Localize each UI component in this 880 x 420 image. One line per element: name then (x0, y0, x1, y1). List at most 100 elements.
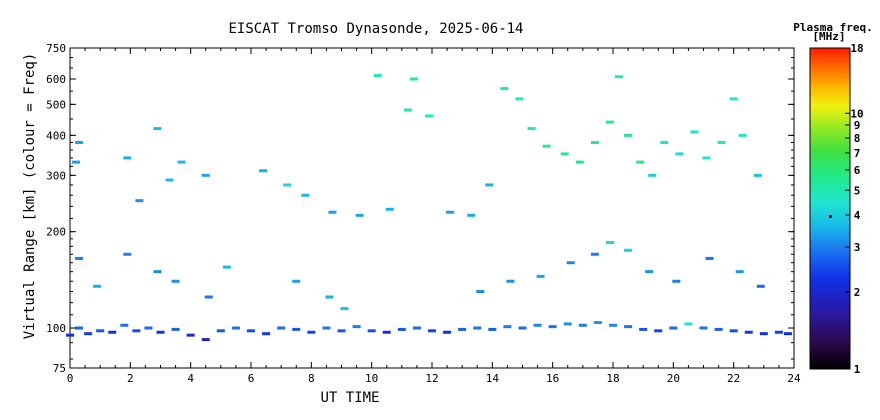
y-tick-label: 300 (46, 169, 66, 182)
y-tick-label: 75 (53, 362, 66, 375)
plot-frame (69, 47, 795, 369)
data-point (93, 284, 102, 288)
data-point (123, 156, 132, 160)
colorbar-tick-label: 2 (854, 286, 861, 299)
y-axis: 75 100 200 300 400 500 600 750 (46, 42, 794, 375)
data-point (428, 329, 436, 333)
data-point (518, 326, 527, 330)
data-point (527, 127, 536, 131)
data-point (467, 213, 476, 217)
data-point (144, 326, 153, 330)
y-tick-label: 750 (46, 42, 66, 55)
data-point (639, 327, 648, 331)
x-tick-label: 6 (248, 372, 255, 385)
data-point (424, 114, 433, 118)
data-point (153, 127, 162, 131)
data-point (783, 332, 792, 336)
data-point (446, 210, 455, 214)
data-point (714, 327, 723, 331)
data-point (292, 327, 301, 331)
data-point (753, 173, 762, 177)
colorbar-tick-label: 4 (854, 209, 861, 222)
data-point (177, 160, 186, 164)
data-point (563, 322, 572, 326)
data-point (648, 173, 657, 177)
data-point (624, 325, 633, 329)
data-point (735, 270, 744, 274)
colorbar (809, 47, 851, 370)
data-point (120, 323, 129, 327)
data-point (476, 290, 485, 294)
data-point (75, 140, 84, 144)
x-axis: 0 2 4 6 8 10 12 14 16 18 20 22 24 (67, 48, 801, 385)
data-point (684, 322, 693, 326)
colorbar-title: Plasma freq. (793, 21, 872, 34)
data-point (675, 152, 684, 156)
data-point (153, 270, 162, 274)
data-point (548, 325, 557, 329)
colorbar-tick-label: 18 (850, 42, 863, 55)
colorbar-tick-label: 9 (854, 119, 861, 132)
data-point (473, 326, 482, 330)
data-point (744, 330, 753, 334)
data-point (340, 307, 349, 311)
colorbar-tick-label: 6 (854, 164, 861, 177)
data-point (262, 332, 271, 336)
data-point (636, 160, 645, 164)
data-point (759, 332, 768, 336)
data-point (201, 173, 210, 177)
x-tick-label: 2 (127, 372, 134, 385)
data-point (690, 130, 699, 134)
data-point (156, 330, 165, 334)
data-point (397, 327, 406, 331)
data-point (578, 323, 587, 327)
x-axis-title: UT TIME (320, 390, 379, 406)
data-point (84, 332, 93, 336)
x-tick-label: 10 (365, 372, 378, 385)
data-point (515, 97, 524, 101)
data-point (75, 256, 84, 260)
y-axis-title-group: Virtual Range [km] (colour = Freq) (22, 53, 38, 340)
data-point (774, 330, 783, 334)
data-point (186, 333, 195, 337)
data-point (717, 140, 726, 144)
data-point (409, 77, 418, 81)
x-tick-label: 22 (727, 372, 740, 385)
data-point (222, 265, 231, 269)
data-point (355, 213, 364, 217)
points-layer (66, 74, 792, 342)
x-tick-label: 12 (425, 372, 438, 385)
data-point (615, 75, 624, 79)
colorbar-marker (829, 215, 832, 218)
data-point (500, 87, 509, 91)
data-point (593, 321, 602, 325)
colorbar-tick-label: 8 (854, 132, 861, 145)
x-tick-label: 0 (67, 372, 74, 385)
data-point (367, 329, 376, 333)
y-axis-title: Virtual Range [km] (colour = Freq) (22, 53, 38, 340)
data-point (132, 329, 141, 333)
x-tick-label: 16 (546, 372, 559, 385)
data-point (560, 152, 569, 156)
data-point (645, 270, 654, 274)
colorbar-tick-label: 5 (854, 184, 861, 197)
x-tick-label: 8 (308, 372, 315, 385)
data-point (292, 279, 301, 283)
y-tick-label: 500 (46, 98, 66, 111)
data-point (325, 295, 334, 299)
data-point (485, 183, 494, 187)
data-point (624, 248, 633, 252)
data-point (165, 178, 174, 182)
data-point (277, 326, 286, 330)
data-point (609, 323, 617, 327)
data-point (672, 279, 681, 283)
chart-title: EISCAT Tromso Dynasonde, 2025-06-14 (228, 21, 523, 37)
data-point (385, 207, 394, 211)
data-point (403, 108, 412, 112)
data-point (605, 241, 614, 245)
data-point (412, 326, 421, 330)
colorbar-tick-label: 1 (854, 363, 861, 376)
data-point (72, 160, 81, 164)
data-point (66, 333, 74, 337)
